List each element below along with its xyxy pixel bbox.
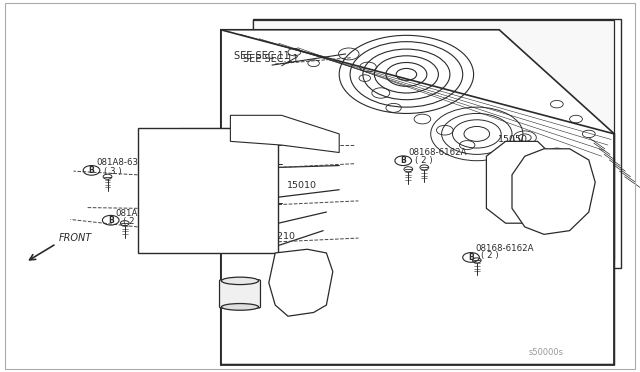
Circle shape xyxy=(209,227,214,230)
Circle shape xyxy=(183,142,188,145)
Text: SEE SEC.11: SEE SEC.11 xyxy=(243,54,299,64)
Circle shape xyxy=(157,142,163,145)
Circle shape xyxy=(209,194,214,197)
Circle shape xyxy=(157,160,163,163)
Circle shape xyxy=(259,211,264,214)
Circle shape xyxy=(234,227,239,230)
Text: B: B xyxy=(468,253,474,262)
Polygon shape xyxy=(512,149,595,234)
Circle shape xyxy=(157,227,163,230)
Circle shape xyxy=(209,211,214,214)
Circle shape xyxy=(259,177,264,180)
Polygon shape xyxy=(486,141,557,223)
Polygon shape xyxy=(269,249,333,316)
Circle shape xyxy=(183,177,188,180)
Circle shape xyxy=(157,211,163,214)
Circle shape xyxy=(259,160,264,163)
Circle shape xyxy=(234,160,239,163)
Polygon shape xyxy=(230,115,339,153)
Polygon shape xyxy=(221,30,614,365)
Text: B: B xyxy=(401,156,406,165)
Circle shape xyxy=(183,194,188,197)
Circle shape xyxy=(183,160,188,163)
Circle shape xyxy=(183,227,188,230)
Ellipse shape xyxy=(221,304,259,310)
Circle shape xyxy=(234,194,239,197)
Circle shape xyxy=(234,211,239,214)
Circle shape xyxy=(157,177,163,180)
Circle shape xyxy=(209,142,214,145)
Text: 15010: 15010 xyxy=(287,182,317,190)
Text: B: B xyxy=(89,166,94,175)
Circle shape xyxy=(209,160,214,163)
Text: B: B xyxy=(108,216,113,225)
Polygon shape xyxy=(138,128,278,253)
Circle shape xyxy=(157,194,163,197)
Circle shape xyxy=(259,142,264,145)
Text: 081A8-6301A: 081A8-6301A xyxy=(96,158,155,167)
Text: FRONT: FRONT xyxy=(59,232,92,243)
Circle shape xyxy=(234,177,239,180)
FancyBboxPatch shape xyxy=(220,280,260,308)
Text: SEE SEC.11: SEE SEC.11 xyxy=(234,51,289,61)
Circle shape xyxy=(234,142,239,145)
Text: 081A8-6301A: 081A8-6301A xyxy=(115,209,174,218)
Circle shape xyxy=(259,194,264,197)
Text: 15208: 15208 xyxy=(221,228,251,237)
Circle shape xyxy=(259,227,264,230)
Text: ( 2 ): ( 2 ) xyxy=(123,217,141,226)
Text: ( 2 ): ( 2 ) xyxy=(481,251,499,260)
Text: ( 3 ): ( 3 ) xyxy=(104,167,122,176)
Text: 08168-6162A: 08168-6162A xyxy=(408,148,467,157)
Text: ( 2 ): ( 2 ) xyxy=(415,156,433,165)
Ellipse shape xyxy=(221,277,259,285)
Text: 15050: 15050 xyxy=(498,135,528,144)
Polygon shape xyxy=(253,20,614,260)
Text: 15210: 15210 xyxy=(266,232,296,241)
Polygon shape xyxy=(253,19,621,268)
Circle shape xyxy=(183,211,188,214)
Circle shape xyxy=(209,177,214,180)
Text: 08168-6162A: 08168-6162A xyxy=(475,244,533,253)
Text: s50000s: s50000s xyxy=(528,348,563,357)
